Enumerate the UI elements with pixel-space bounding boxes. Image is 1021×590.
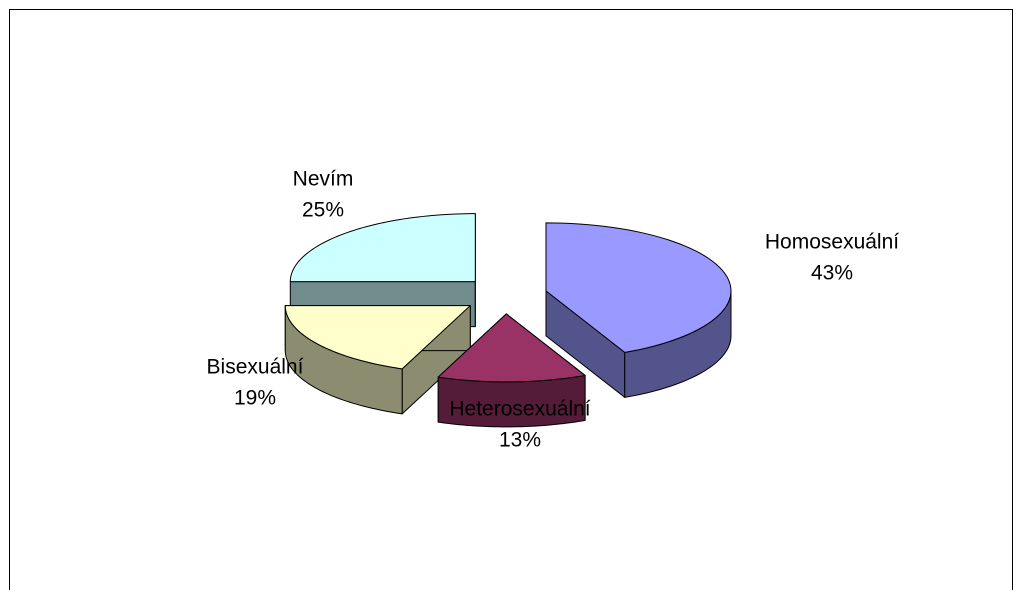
slice-top (284, 305, 471, 370)
chart-frame (9, 9, 1013, 590)
data-label-name: Nevím (293, 168, 354, 191)
data-label-value: 43% (811, 262, 853, 285)
slice-top (289, 213, 476, 283)
data-label-name: Heterosexuální (449, 398, 590, 421)
data-label-name: Homosexuální (765, 231, 899, 254)
pie-slice (437, 313, 586, 428)
data-label-value: 19% (234, 387, 276, 410)
slice-top (545, 222, 732, 353)
data-label-value: 25% (302, 199, 344, 222)
pie-slice (545, 222, 732, 398)
slice-top (437, 313, 586, 383)
data-label-value: 13% (499, 429, 541, 452)
data-label-name: Bisexuální (207, 356, 304, 379)
pie-slice (284, 305, 471, 415)
